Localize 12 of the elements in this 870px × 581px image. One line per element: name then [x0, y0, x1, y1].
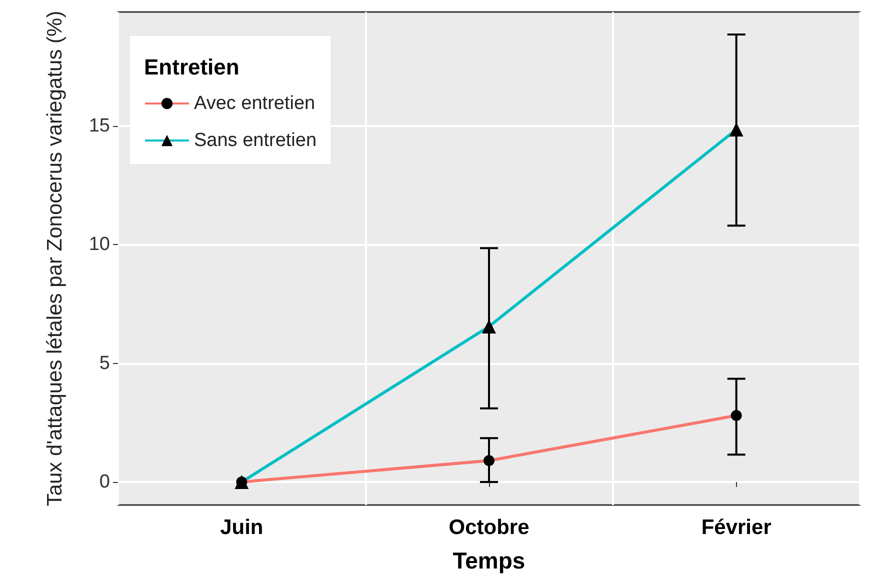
y-tick-label: 10: [88, 234, 110, 256]
x-tick-label: Juin: [220, 516, 264, 539]
x-tick-label: Octobre: [448, 516, 530, 539]
x-axis-title: Temps: [452, 548, 526, 574]
x-tick-label: Février: [701, 516, 772, 539]
y-tick-label: 0: [99, 471, 110, 492]
y-tick-label: 15: [88, 115, 110, 136]
y-tick-label: 5: [99, 352, 110, 374]
legend-label: Sans entretien: [194, 130, 317, 151]
legend-label: Avec entretien: [194, 93, 316, 114]
y-axis-title: Taux d'attaques létales par Zonocerus variegatus (%): [44, 10, 66, 506]
legend-title: Entretien: [144, 54, 240, 80]
